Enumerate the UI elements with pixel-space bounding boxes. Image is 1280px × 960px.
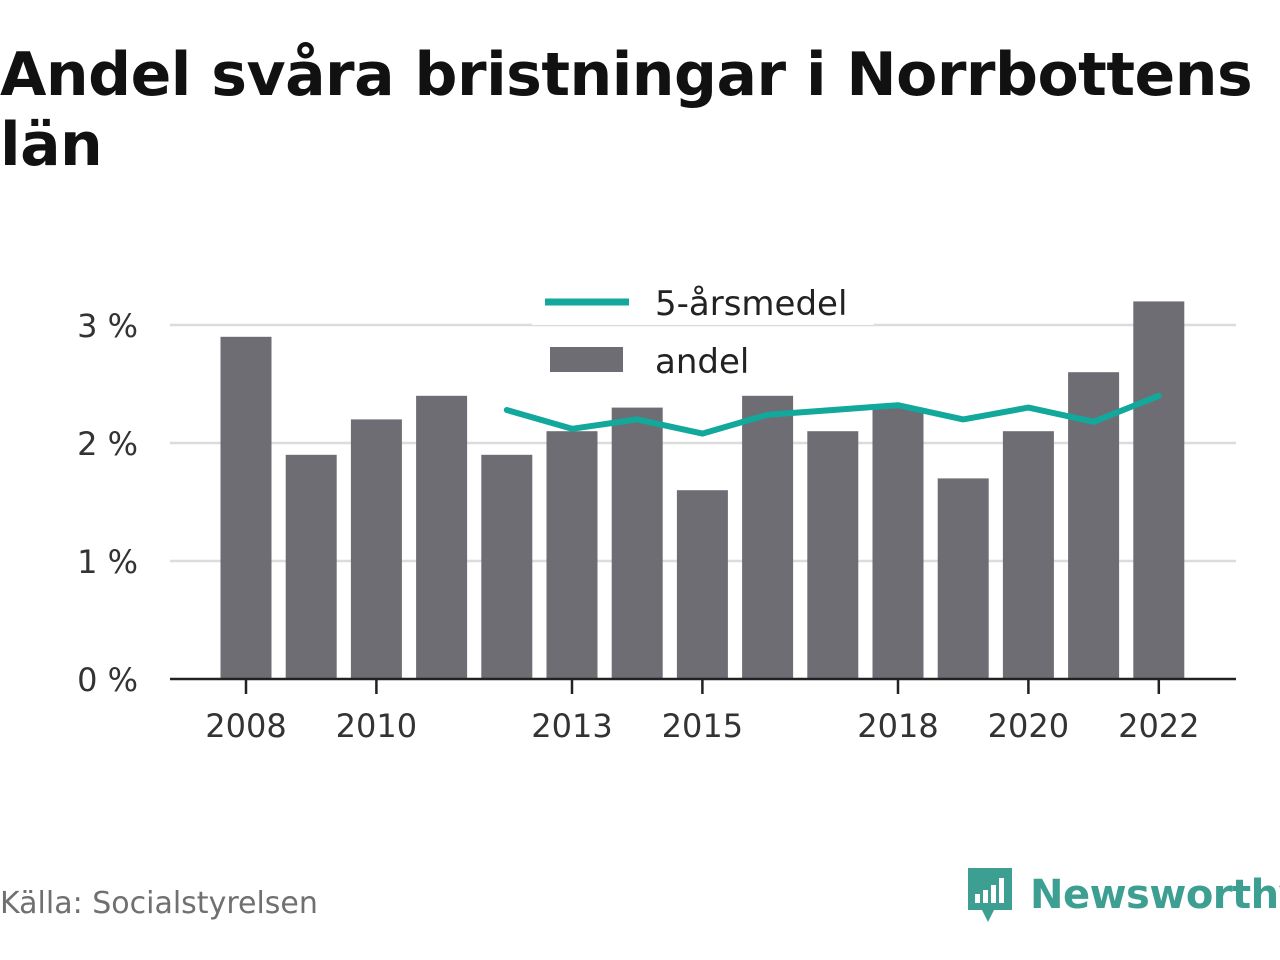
- x-tick-label: 2018: [857, 707, 938, 745]
- bar-2011: [416, 395, 468, 679]
- chart-title: Andel svåra bristningar i Norrbottens lä…: [0, 40, 1253, 180]
- bar-2020: [1002, 431, 1054, 679]
- bar-2016: [742, 395, 794, 679]
- newsworthy-logo-icon: [968, 868, 1012, 922]
- x-tick-label: 2020: [988, 707, 1069, 745]
- y-tick-label: 1 %: [77, 543, 138, 581]
- bar-2013: [546, 431, 598, 679]
- x-tick-label: 2008: [205, 707, 286, 745]
- bars-andel: [220, 301, 1185, 679]
- x-tick-label: 2022: [1118, 707, 1199, 745]
- bar-2018: [872, 407, 924, 679]
- legend-swatch-andel: [550, 347, 623, 372]
- bar-2022: [1133, 301, 1185, 679]
- x-axis-ticks: 2008 2010 2013 2015 2018 2020 2022: [205, 679, 1200, 745]
- bar-2017: [807, 431, 859, 679]
- y-tick-label: 3 %: [77, 307, 138, 345]
- legend: 5-årsmedel andel: [532, 272, 874, 382]
- y-axis-tick-labels: 0 % 1 % 2 % 3 %: [77, 307, 138, 699]
- bar-2015: [676, 490, 728, 679]
- line-5-arsmedel: [503, 392, 1162, 437]
- bar-2009: [285, 454, 337, 679]
- y-tick-label: 2 %: [77, 425, 138, 463]
- bar-2012: [481, 454, 533, 679]
- bar-2014: [611, 407, 663, 679]
- legend-label-5-arsmedel: 5-årsmedel: [655, 284, 847, 324]
- bar-2010: [350, 419, 402, 679]
- y-tick-label: 0 %: [77, 661, 138, 699]
- legend-label-andel: andel: [655, 342, 749, 382]
- line-series-5-arsmedel: [503, 392, 1162, 437]
- x-tick-label: 2015: [662, 707, 743, 745]
- source-note: Källa: Socialstyrelsen: [0, 886, 318, 921]
- bar-2019: [937, 478, 989, 679]
- bar-2008: [220, 336, 272, 679]
- x-tick-label: 2013: [531, 707, 612, 745]
- x-tick-label: 2010: [336, 707, 417, 745]
- brand[interactable]: Newsworthy: [964, 864, 1280, 926]
- brand-name: Newsworthy: [1030, 872, 1280, 918]
